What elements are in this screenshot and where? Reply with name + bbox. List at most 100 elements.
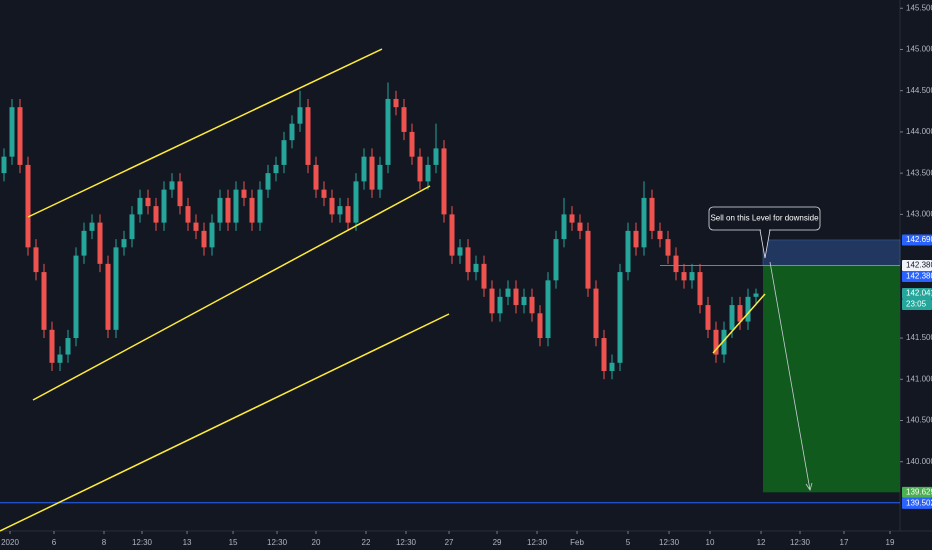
candle-body [721,329,727,355]
candle-body [305,107,311,165]
candle-body [177,181,183,207]
candle-body [105,263,111,330]
candle-body [185,206,191,223]
candle-body [313,164,319,190]
candle-body [433,148,439,165]
candle-body [745,296,751,322]
countdown-bg [902,298,932,310]
candle-body [369,156,375,190]
candle-body [329,197,335,215]
candle-body [337,206,343,215]
x-tick-label: 12 [757,538,766,547]
candle-body [569,214,575,223]
candle-body [33,247,39,273]
candle-body [657,230,663,240]
x-tick-label: 2020 [1,538,19,547]
y-tick-label: 145.000 [906,45,932,54]
x-tick-label: 20 [312,538,321,547]
candle-body [401,107,407,132]
x-tick-label: 12:30 [790,538,811,547]
candle-body [345,206,351,223]
x-tick-label: 27 [445,538,454,547]
candle-body [257,189,263,223]
candle-body [697,272,703,306]
candle-body [729,305,735,330]
x-tick-label: 12:30 [267,538,288,547]
candle-body [225,197,231,223]
candle-body [473,263,479,273]
y-tick-label: 141.500 [906,333,932,342]
candle-body [633,230,639,248]
callout-pointer [759,229,771,259]
x-tick-label: 15 [229,538,238,547]
candle-body [649,197,655,231]
x-tick-label: 5 [626,538,631,547]
arrow-head [805,482,813,491]
candle-body [113,247,119,330]
candle-body [425,164,431,182]
candle-body [361,156,367,182]
y-tick-label: 140.500 [906,416,932,425]
trend-lines [0,48,766,532]
x-tick-label: 12:30 [659,538,680,547]
candle-body [121,239,127,248]
y-tick-label: 145.500 [906,3,932,12]
x-tick-label: 12:30 [527,538,548,547]
candle-body [25,164,31,248]
candle-body [481,263,487,289]
candle-body [465,247,471,273]
y-tick-label: 143.500 [906,168,932,177]
candle-body [641,197,647,248]
candle-body [457,247,463,256]
x-tick-label: 6 [52,538,57,547]
candle-body [601,338,607,372]
candle-body [593,288,599,339]
candle-body [273,164,279,174]
candle-body [737,305,743,322]
candle-body [81,230,87,256]
callout-text: Sell on this Level for downside [710,214,819,223]
candle-body [449,214,455,256]
x-tick-label: 17 [840,538,849,547]
candle-body [161,189,167,223]
x-tick-label: Feb [570,538,584,547]
candle-body [137,197,143,215]
candle-body [281,140,287,165]
channel-top [27,48,383,218]
candle-body [545,280,551,339]
candle-body [249,197,255,223]
wedge-line [712,293,766,354]
candle-body [497,296,503,314]
candle-body [713,329,719,355]
candle-body [201,230,207,248]
candle-body [193,222,199,231]
x-tick-label: 10 [706,538,715,547]
y-tick-label: 140.000 [906,457,932,466]
candle-body [441,148,447,215]
candle-body [417,156,423,182]
candle-body [65,338,71,355]
candle-body [689,272,695,281]
candle-body [705,305,711,330]
candle-body [217,197,223,223]
y-tick-label: 143.000 [906,209,932,218]
candle-body [209,222,215,248]
candle-body [265,173,271,190]
x-tick-label: 8 [102,538,107,547]
x-tick-label: 12:30 [396,538,417,547]
candle-body [673,255,679,273]
countdown: 23:05 [906,300,927,309]
candle-body [513,288,519,306]
target-zone [763,265,900,493]
channel-bottom [0,313,450,532]
candle-body [73,255,79,339]
candle-body [609,362,615,372]
candle-body [585,230,591,289]
y-tick-label: 144.500 [906,86,932,95]
price-label: 142.041 [906,289,932,298]
candle-body [129,214,135,240]
candle-body [57,354,63,363]
candle-body [9,107,15,157]
candle-body [145,197,151,207]
